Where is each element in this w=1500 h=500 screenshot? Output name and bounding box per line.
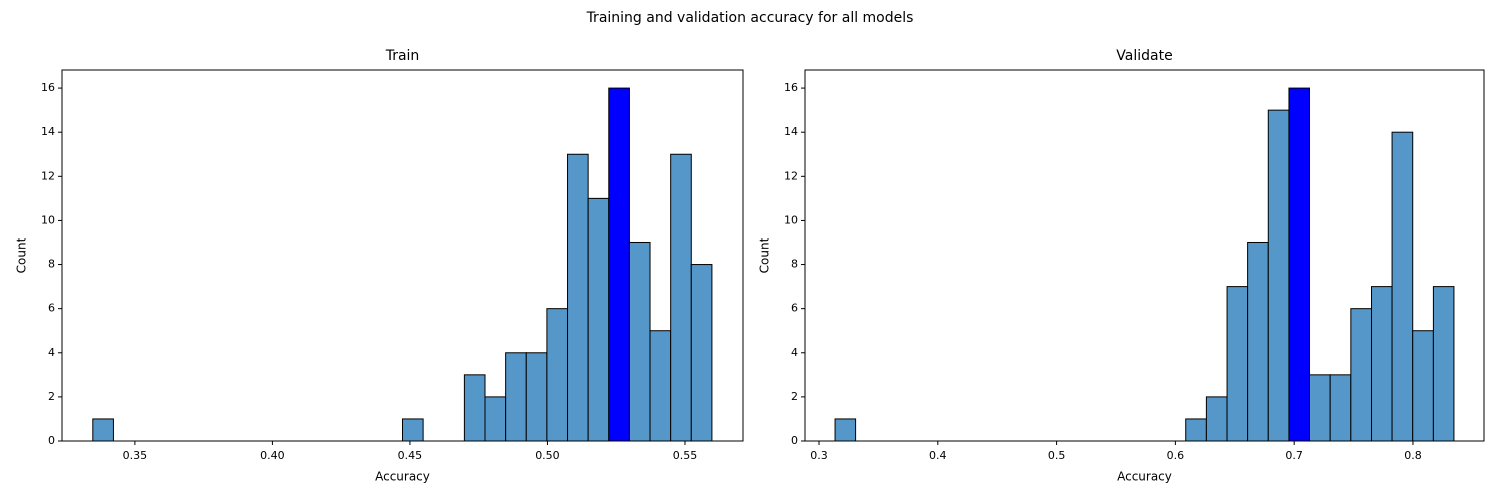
- bar: [1412, 330, 1434, 442]
- x-tick-label: 0.50: [535, 449, 560, 462]
- y-tick-label: 14: [41, 125, 55, 138]
- bar: [649, 330, 672, 442]
- bar: [1308, 374, 1331, 442]
- bar: [1350, 308, 1373, 442]
- x-tick-label: 0.7: [1285, 449, 1303, 462]
- x-tick-label: 0.35: [123, 449, 148, 462]
- y-tick-label: 2: [791, 390, 798, 403]
- bar: [628, 241, 651, 442]
- y-tick-label: 0: [48, 434, 55, 447]
- x-tick-label: 0.3: [810, 449, 828, 462]
- bar: [670, 153, 692, 442]
- x-axis-label: Accuracy: [375, 470, 430, 484]
- x-tick-label: 0.40: [260, 449, 285, 462]
- bar: [484, 396, 507, 442]
- axes-title: Train: [385, 48, 420, 64]
- y-tick-label: 4: [48, 346, 55, 359]
- y-tick-label: 14: [784, 125, 798, 138]
- y-tick-label: 4: [791, 346, 798, 359]
- bar: [1432, 286, 1455, 442]
- y-axis-label: Count: [758, 237, 772, 273]
- bar: [834, 418, 857, 442]
- x-tick-label: 0.55: [673, 449, 698, 462]
- bar: [525, 352, 548, 442]
- x-tick-label: 0.4: [929, 449, 947, 462]
- bar: [1205, 396, 1228, 442]
- bar: [587, 197, 610, 442]
- y-tick-label: 16: [784, 81, 798, 94]
- figure-title: Training and validation accuracy for all…: [586, 10, 914, 26]
- bar: [92, 418, 114, 442]
- bar: [567, 153, 589, 442]
- y-tick-label: 8: [791, 258, 798, 271]
- bar: [1267, 109, 1290, 442]
- bar: [505, 352, 527, 442]
- bar: [1247, 241, 1269, 442]
- x-axis-label: Accuracy: [1117, 470, 1172, 484]
- bar: [463, 374, 486, 442]
- bar: [1226, 286, 1249, 442]
- bar: [1288, 87, 1310, 442]
- y-tick-label: 6: [791, 302, 798, 315]
- y-tick-label: 2: [48, 390, 55, 403]
- bar: [1391, 131, 1414, 442]
- bar: [608, 87, 630, 442]
- x-tick-label: 0.5: [1048, 449, 1066, 462]
- bar: [402, 418, 424, 442]
- bar: [690, 264, 713, 442]
- y-tick-label: 12: [41, 169, 55, 182]
- axes-frame: [804, 69, 1485, 442]
- y-axis-label: Count: [15, 237, 29, 273]
- bar: [1329, 374, 1352, 442]
- bar: [1371, 286, 1393, 442]
- bar: [1185, 418, 1207, 442]
- x-tick-label: 0.8: [1404, 449, 1422, 462]
- x-tick-label: 0.6: [1167, 449, 1185, 462]
- y-tick-label: 6: [48, 302, 55, 315]
- y-tick-label: 10: [784, 213, 798, 226]
- y-tick-label: 8: [48, 258, 55, 271]
- y-tick-label: 16: [41, 81, 55, 94]
- bar: [546, 308, 569, 442]
- y-tick-label: 10: [41, 213, 55, 226]
- axes-frame: [61, 69, 744, 442]
- y-tick-label: 12: [784, 169, 798, 182]
- axes-title: Validate: [1116, 48, 1172, 64]
- y-tick-label: 0: [791, 434, 798, 447]
- x-tick-label: 0.45: [398, 449, 423, 462]
